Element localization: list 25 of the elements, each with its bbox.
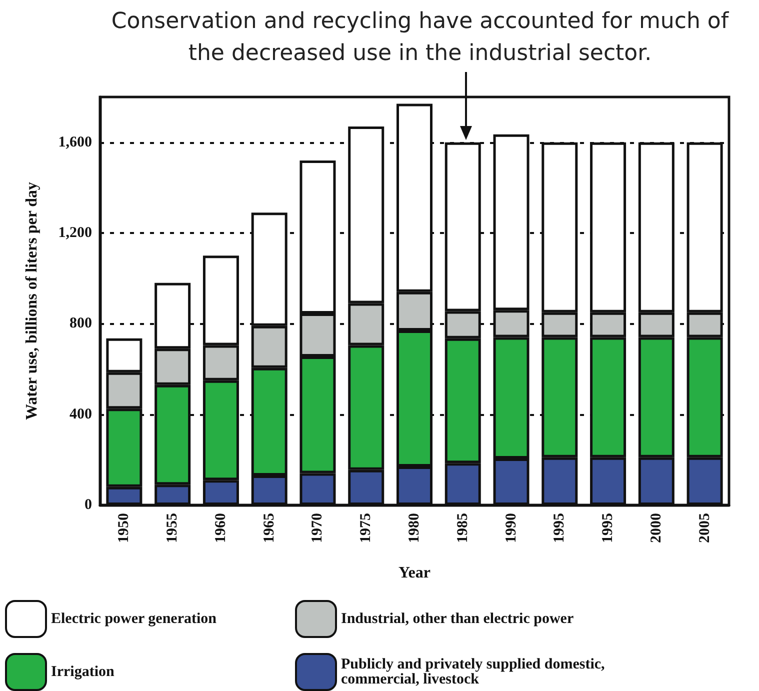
x-tick-label: 2000 — [648, 513, 664, 543]
legend-label: Irrigation — [51, 664, 115, 680]
x-tick-label: 1975 — [358, 513, 374, 543]
x-tick-label: 1965 — [261, 513, 278, 543]
y-tick-label: 800 — [70, 316, 92, 332]
legend-label: Industrial, other than electric power — [341, 611, 574, 627]
legend-label: Publicly and privately supplied domestic, commercial, livestock — [341, 656, 609, 688]
x-tick-label: 1970 — [310, 513, 326, 543]
x-tick-label: 1995 — [552, 513, 568, 543]
x-axis-title: Year — [398, 564, 430, 582]
y-tick-label: 1,600 — [58, 134, 92, 150]
x-tick-label: 2005 — [696, 513, 713, 543]
x-tick-label: 1955 — [164, 513, 181, 543]
y-tick-label: 400 — [70, 406, 92, 422]
legend-label: Electric power generation — [51, 611, 218, 627]
y-tick-label: 1,200 — [58, 225, 92, 241]
y-tick-label: 0 — [84, 497, 92, 513]
x-tick-label: 1995 — [600, 513, 616, 543]
text: Conservation and recycling have accounted for much of the decreased use in the industrial sector. — [110, 8, 730, 68]
y-axis-title: Water use, billions of liters per day — [24, 182, 40, 420]
x-tick-label: 1950 — [116, 513, 132, 543]
x-tick-label: 1980 — [406, 513, 422, 543]
x-tick-label: 1990 — [503, 513, 520, 543]
x-tick-label: 1960 — [212, 513, 229, 543]
x-tick-label: 1985 — [454, 513, 471, 543]
